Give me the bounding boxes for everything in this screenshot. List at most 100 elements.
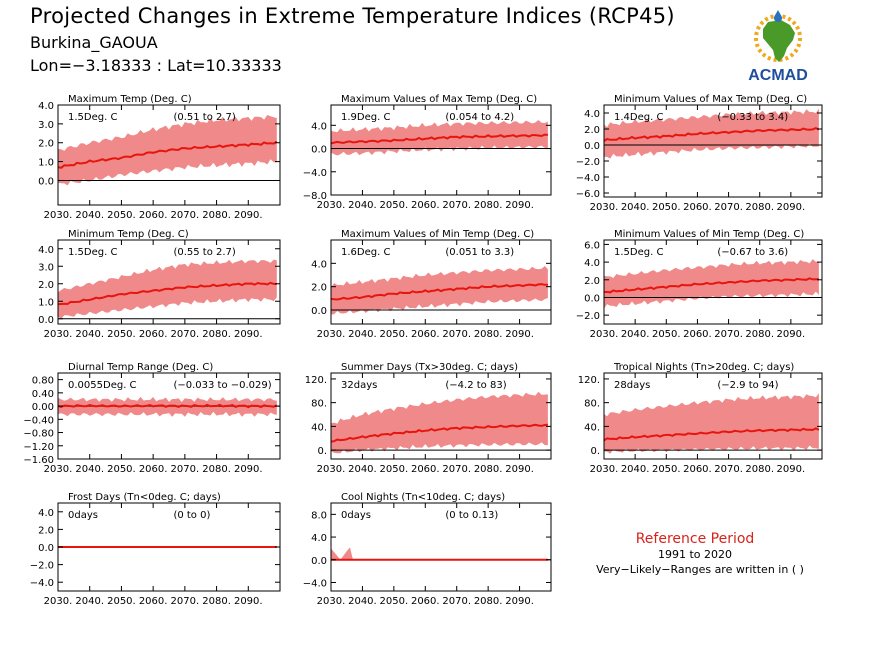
x-tick-label: 2090. xyxy=(234,596,263,607)
x-tick-label: 2090. xyxy=(505,200,534,211)
x-tick-label: 2070. xyxy=(171,464,200,475)
y-tick-label: 120. xyxy=(305,375,327,386)
x-tick-label: 2040. xyxy=(348,329,377,340)
panel-title: Tropical Nights (Tn>20deg. C; days) xyxy=(613,362,794,373)
panel-range: (0.55 to 2.7) xyxy=(173,247,235,258)
x-tick-label: 2080. xyxy=(474,596,503,607)
y-tick-label: 2.0 xyxy=(584,276,600,287)
panel-value: 1.9Deg. C xyxy=(341,112,390,123)
y-tick-label: 6.0 xyxy=(584,240,600,251)
y-tick-label: −1.20 xyxy=(23,442,54,453)
x-tick-label: 2040. xyxy=(75,464,104,475)
panel-range: (−0.67 to 3.6) xyxy=(717,247,788,258)
panel-value: 1.4Deg. C xyxy=(614,112,663,123)
x-tick-label: 2050. xyxy=(380,596,409,607)
acmad-logo-text: ACMAD xyxy=(748,67,808,84)
y-tick-label: −0.40 xyxy=(23,415,54,426)
y-tick-label: 2.0 xyxy=(38,280,54,291)
panel-tmin-min: −2.0 0.0 2.0 4.0 6.0 2030. 2040. 2050. 2060. 2070… xyxy=(576,229,823,340)
x-tick-label: 2070. xyxy=(171,329,200,340)
x-tick-label: 2080. xyxy=(745,464,774,475)
y-tick-label: 0. xyxy=(590,446,600,457)
x-tick-label: 2080. xyxy=(202,210,231,221)
median-line xyxy=(603,277,819,294)
reference-period-years: 1991 to 2020 xyxy=(657,548,733,561)
y-tick-label: 3.0 xyxy=(38,262,54,273)
y-tick-label: 2.0 xyxy=(584,125,600,136)
x-tick-label: 2080. xyxy=(745,329,774,340)
y-tick-label: 4.0 xyxy=(584,109,600,120)
panel-value: 1.5Deg. C xyxy=(68,112,117,123)
y-tick-label: 40. xyxy=(311,422,327,433)
x-tick-label: 2080. xyxy=(202,596,231,607)
panel-dtr: −1.60 −1.20 −0.80 −0.40 0.00 0.40 0.80 2030. 204… xyxy=(23,362,281,475)
x-tick-label: 2070. xyxy=(442,464,471,475)
x-tick-label: 2040. xyxy=(621,464,650,475)
panel-range: (−0.033 to −0.029) xyxy=(173,380,271,391)
plot-frame xyxy=(330,239,552,325)
y-tick-label: −0.80 xyxy=(23,429,54,440)
x-tick-label: 2040. xyxy=(75,329,104,340)
y-tick-label: 2.0 xyxy=(311,283,327,294)
x-tick-label: 2090. xyxy=(777,329,806,340)
y-tick-label: −2.0 xyxy=(576,311,600,322)
x-tick-label: 2080. xyxy=(474,464,503,475)
panel-title: Maximum Temp (Deg. C) xyxy=(68,94,192,105)
median-line xyxy=(603,427,820,442)
x-tick-label: 2040. xyxy=(621,329,650,340)
x-tick-label: 2060. xyxy=(411,596,440,607)
x-tick-label: 2090. xyxy=(777,464,806,475)
x-tick-label: 2040. xyxy=(348,200,377,211)
panel-title: Frost Days (Tn<0deg. C; days) xyxy=(68,492,221,503)
x-tick-label: 2090. xyxy=(777,202,806,213)
panel-value: 1.5Deg. C xyxy=(68,247,117,258)
panel-title: Diurnal Temp Range (Deg. C) xyxy=(68,362,213,373)
uncertainty-band xyxy=(331,547,548,560)
plot-frame xyxy=(330,372,552,460)
x-tick-label: 2050. xyxy=(107,596,136,607)
y-tick-label: 4.0 xyxy=(311,121,327,132)
panel-range: (−0.33 to 3.4) xyxy=(717,112,788,123)
x-tick-label: 2040. xyxy=(621,202,650,213)
x-tick-label: 2090. xyxy=(505,464,534,475)
x-tick-label: 2060. xyxy=(411,329,440,340)
x-tick-label: 2030. xyxy=(590,464,619,475)
y-tick-label: 0. xyxy=(317,446,327,457)
x-tick-label: 2090. xyxy=(234,210,263,221)
y-tick-label: 3.0 xyxy=(38,120,54,131)
x-tick-label: 2070. xyxy=(171,596,200,607)
x-tick-label: 2050. xyxy=(107,464,136,475)
x-tick-label: 2060. xyxy=(139,210,168,221)
y-tick-label: −8.0 xyxy=(303,191,327,202)
y-tick-label: 80. xyxy=(584,399,600,410)
panel-tropical-nights: 0. 40. 80. 120. 2030. 2040. 2050. 2060. 2070. 208… xyxy=(578,362,823,475)
reference-period-title: Reference Period xyxy=(635,531,755,547)
panel-summer-days: 0. 40. 80. 120. 2030. 2040. 2050. 2060. 2070. 208… xyxy=(305,362,552,475)
y-tick-label: 0.00 xyxy=(32,402,54,413)
x-tick-label: 2050. xyxy=(380,200,409,211)
y-tick-label: 0.80 xyxy=(32,376,54,387)
y-tick-label: 2.0 xyxy=(38,525,54,536)
x-tick-label: 2060. xyxy=(411,200,440,211)
x-tick-label: 2050. xyxy=(652,202,681,213)
y-tick-label: 0.40 xyxy=(32,389,54,400)
x-tick-label: 2030. xyxy=(44,329,73,340)
x-tick-label: 2070. xyxy=(442,329,471,340)
x-tick-label: 2040. xyxy=(75,210,104,221)
reference-period-note: Very−Likely−Ranges are written in ( ) xyxy=(596,563,804,576)
y-tick-label: −4.0 xyxy=(576,173,600,184)
x-tick-label: 2060. xyxy=(683,464,712,475)
x-tick-label: 2070. xyxy=(714,329,743,340)
y-tick-label: 0.0 xyxy=(311,145,327,156)
uncertainty-band xyxy=(331,391,548,454)
x-tick-label: 2060. xyxy=(139,329,168,340)
panel-range: (0.51 to 2.7) xyxy=(173,112,235,123)
x-tick-label: 2070. xyxy=(714,202,743,213)
panel-value: 1.5Deg. C xyxy=(614,247,663,258)
x-tick-label: 2050. xyxy=(380,329,409,340)
panel-tmax-mean: 0.0 1.0 2.0 3.0 4.0 2030. 2040. 2050. 2060. 2070.… xyxy=(38,94,281,221)
y-tick-label: 1.0 xyxy=(38,158,54,169)
x-tick-label: 2070. xyxy=(714,464,743,475)
plot-frame xyxy=(603,372,823,460)
